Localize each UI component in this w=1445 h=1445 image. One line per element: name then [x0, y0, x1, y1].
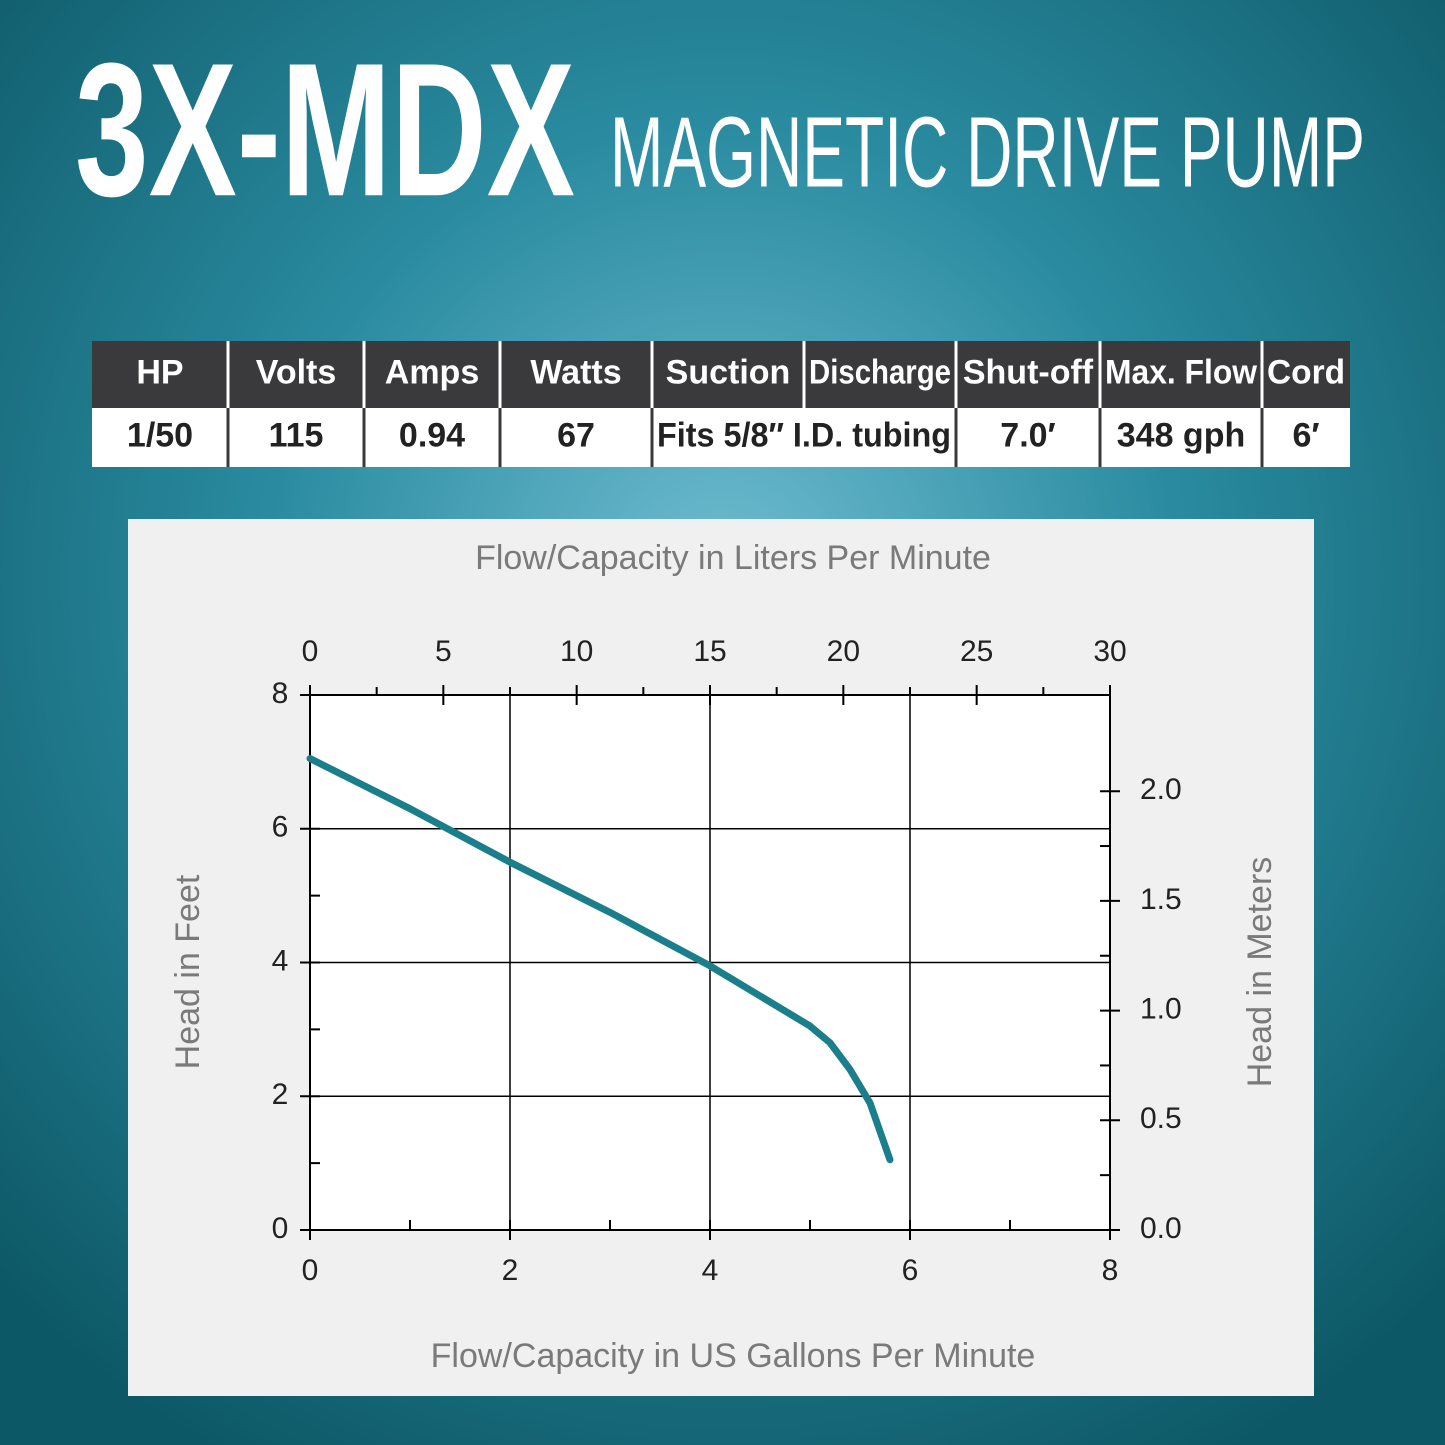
x2-axis-label: Flow/Capacity in Liters Per Minute: [475, 539, 991, 577]
x2-tick-label: 20: [827, 635, 860, 668]
body-cell: Fits 5/8″ I.D. tubing: [657, 416, 951, 454]
y-tick-label: 6: [272, 811, 289, 844]
y-tick-label: 4: [272, 944, 289, 977]
x2-tick-label: 15: [693, 635, 726, 668]
header-cell: Cord: [1267, 353, 1345, 391]
header-cell: Suction: [666, 353, 791, 391]
body-cell: 6′: [1292, 416, 1319, 454]
y2-axis-label: Head in Meters: [1241, 857, 1279, 1088]
header-cell: Max. Flow: [1105, 353, 1258, 391]
x2-tick-label: 0: [302, 635, 319, 668]
header-cell: Discharge: [809, 353, 951, 391]
y2-tick-label: 1.5: [1140, 883, 1182, 916]
y2-tick-label: 0.5: [1140, 1102, 1182, 1135]
x-tick-label: 4: [702, 1254, 719, 1287]
body-cell: 348 gph: [1117, 416, 1245, 454]
x-tick-label: 8: [1102, 1254, 1119, 1287]
x-tick-label: 2: [502, 1254, 519, 1287]
body-cell: 0.94: [399, 416, 465, 454]
x2-tick-label: 10: [560, 635, 593, 668]
body-row: [92, 408, 1350, 467]
x2-tick-label: 5: [435, 635, 452, 668]
header-cell: Shut-off: [963, 353, 1094, 391]
header-cell: HP: [136, 353, 183, 391]
body-cell: 7.0′: [1000, 416, 1055, 454]
header-cell: Volts: [256, 353, 337, 391]
x-axis-label: Flow/Capacity in US Gallons Per Minute: [431, 1337, 1036, 1375]
y2-tick-label: 2.0: [1140, 773, 1182, 806]
spec-table: HP Volts Amps Watts Suction Discharge Shut-off…: [92, 341, 1350, 467]
x-tick-label: 6: [902, 1254, 919, 1287]
y-tick-label: 0: [272, 1212, 289, 1245]
y2-tick-label: 1.0: [1140, 993, 1182, 1026]
header-cell: Amps: [385, 353, 479, 391]
x-tick-label: 0: [302, 1254, 319, 1287]
plot-frame: [309, 694, 1111, 1231]
y2-tick-label: 0.0: [1140, 1212, 1182, 1245]
body-cell: 67: [557, 416, 595, 454]
x2-tick-label: 30: [1093, 635, 1126, 668]
body-cell: 115: [269, 416, 324, 454]
header-row: [92, 341, 1350, 408]
x2-tick-label: 25: [960, 635, 993, 668]
body-cell: 1/50: [127, 416, 193, 454]
y-axis-label: Head in Feet: [169, 874, 207, 1069]
y-tick-label: 2: [272, 1078, 289, 1111]
y-tick-label: 8: [272, 677, 289, 710]
header-cell: Watts: [530, 353, 621, 391]
model-title: 3X-MDX: [75, 24, 575, 236]
subtitle: MAGNETIC DRIVE PUMP: [610, 96, 1365, 208]
pump-curve: [306, 755, 894, 1164]
